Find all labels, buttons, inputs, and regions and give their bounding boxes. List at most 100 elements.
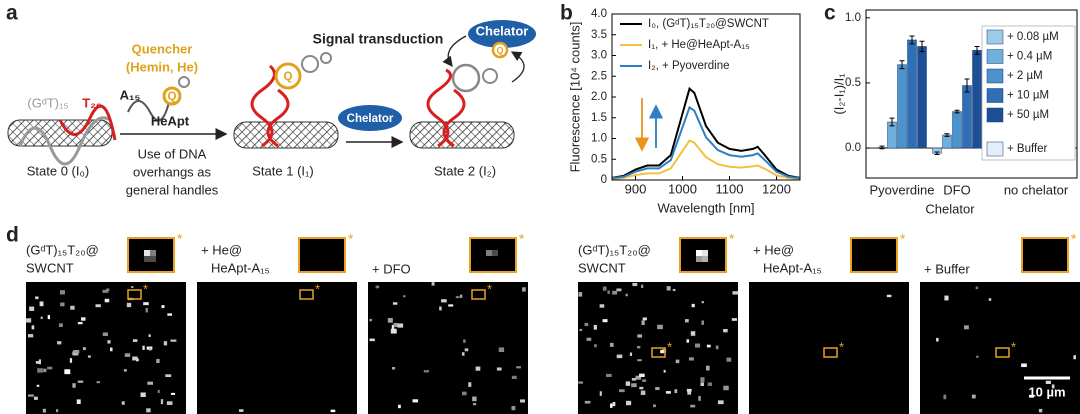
- spot: [461, 352, 465, 356]
- spot: [27, 334, 34, 338]
- inset: [298, 237, 346, 273]
- spot: [1051, 384, 1055, 389]
- spot: [47, 315, 51, 320]
- state-label: State 2 (I₂): [434, 163, 496, 178]
- transduction-label: Signal transduction: [313, 31, 444, 47]
- schematic: (GᵈT)₁₅ T₂₀ State 0 (I₀) Quencher (Hemin…: [7, 20, 536, 197]
- spot: [123, 369, 127, 372]
- nanotube: [233, 121, 339, 149]
- inset-pixel: [150, 250, 156, 256]
- y-tick-label: 2.0: [591, 91, 607, 103]
- spot: [69, 358, 73, 363]
- chelator-label: Chelator: [347, 113, 394, 125]
- spot: [33, 396, 38, 400]
- spot: [701, 301, 704, 304]
- spot: [655, 387, 660, 390]
- x-tick-label: 900: [625, 181, 647, 196]
- spot: [599, 391, 602, 396]
- spot: [578, 292, 583, 297]
- spot: [459, 294, 463, 298]
- spot: [57, 341, 62, 345]
- error-bar: [974, 45, 980, 55]
- aptamer-label: HeApt: [151, 113, 190, 128]
- spot: [691, 303, 695, 308]
- spot: [132, 356, 138, 361]
- y-tick-label: 3.5: [591, 29, 607, 41]
- spot: [35, 296, 39, 300]
- spot: [393, 322, 398, 328]
- spot: [632, 282, 638, 287]
- legend-label: + 50 µM: [1007, 109, 1049, 121]
- bar: [962, 85, 972, 149]
- spot: [455, 296, 460, 299]
- spot: [579, 328, 583, 332]
- inset-pixel: [702, 256, 708, 262]
- inset-pixel: [696, 256, 702, 262]
- spot: [170, 339, 177, 342]
- bar: [972, 50, 982, 149]
- error-bar: [954, 109, 960, 114]
- dna-helix: [426, 68, 466, 148]
- y-tick-label: 3.0: [591, 50, 607, 62]
- spot: [657, 324, 663, 330]
- region-marker: [995, 347, 1010, 358]
- spot: [170, 392, 176, 395]
- spot: [37, 368, 43, 373]
- quencher-symbol: Q: [284, 71, 293, 83]
- legend-label: + 10 µM: [1007, 90, 1049, 102]
- region-marker-star: *: [1011, 339, 1016, 354]
- spot: [642, 379, 647, 382]
- spot: [39, 301, 44, 307]
- spot: [463, 339, 466, 343]
- spot: [461, 391, 467, 396]
- error-bar: [879, 145, 885, 150]
- spot: [157, 389, 160, 394]
- scale-bar-label: 10 µm: [1028, 384, 1065, 399]
- spot: [102, 332, 108, 336]
- condition-label: (GᵈT)₁₅T₂₀@: [578, 242, 651, 257]
- dna-helix: [250, 64, 290, 148]
- y-tick-label: 1.0: [845, 12, 861, 24]
- spot: [126, 302, 132, 308]
- condition-label: + DFO: [372, 261, 411, 276]
- spot: [161, 305, 165, 309]
- spot: [145, 307, 149, 313]
- spot: [988, 298, 992, 301]
- step-note: Use of DNA: [138, 146, 207, 161]
- spot: [612, 290, 618, 295]
- spot: [944, 295, 949, 301]
- condition-label: HeApt-A₁₅: [211, 260, 270, 275]
- spot: [629, 352, 633, 356]
- spot: [58, 323, 63, 327]
- state-label: State 0 (I₀): [27, 163, 89, 178]
- error-bar: [934, 151, 940, 156]
- spot: [131, 286, 134, 289]
- region-marker: [471, 289, 486, 300]
- quencher-icon: [162, 86, 182, 106]
- spot: [42, 408, 46, 413]
- dna-strand: [58, 104, 117, 141]
- spot: [631, 378, 637, 381]
- spot: [936, 337, 939, 342]
- spot: [578, 381, 583, 384]
- spot: [28, 394, 34, 397]
- spot: [390, 328, 397, 334]
- spot: [238, 409, 244, 412]
- spot: [731, 318, 737, 321]
- spot: [166, 401, 173, 405]
- spot: [29, 306, 35, 311]
- quencher-symbol: Q: [168, 91, 177, 103]
- spot: [665, 391, 671, 394]
- spot: [102, 289, 109, 293]
- bar: [952, 111, 962, 149]
- legend-swatch: [986, 29, 1004, 45]
- spot: [606, 373, 612, 378]
- spot: [441, 299, 447, 303]
- spot: [599, 304, 605, 308]
- spot: [700, 382, 704, 386]
- nanotube: [409, 121, 515, 149]
- legend-label: + 2 µM: [1007, 70, 1043, 82]
- spot: [637, 345, 641, 349]
- spot: [82, 347, 86, 351]
- loop: [451, 63, 481, 93]
